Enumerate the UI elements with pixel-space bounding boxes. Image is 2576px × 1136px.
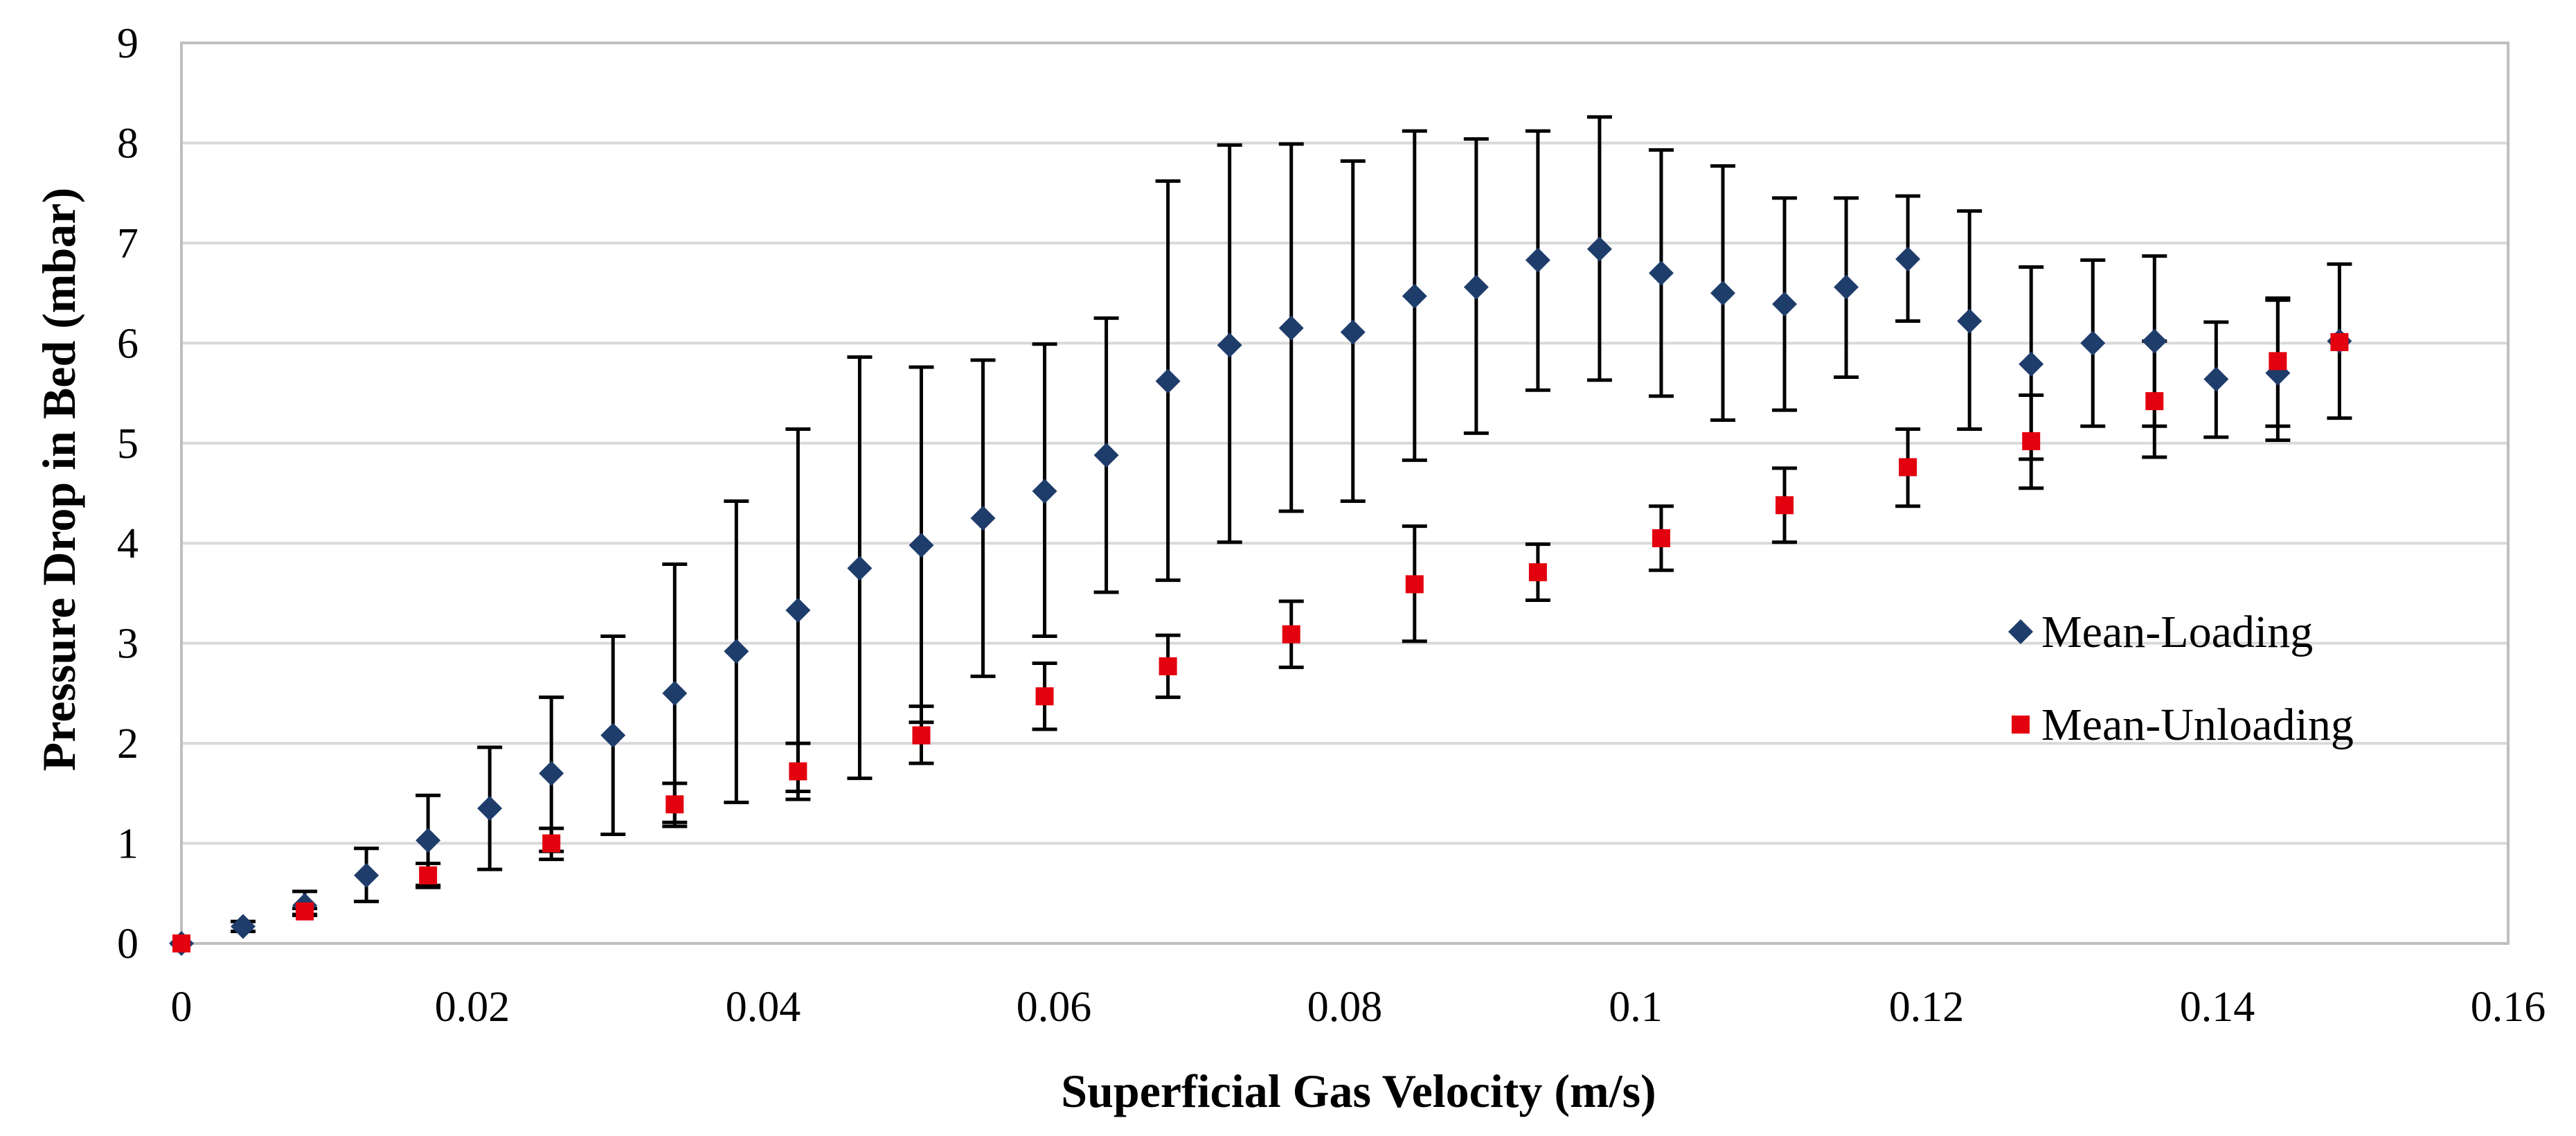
plot-area-border	[180, 42, 2510, 945]
y-tick-label: 2	[117, 720, 138, 767]
x-tick-label: 0.12	[1889, 984, 1965, 1031]
mean-unloading-point	[665, 795, 684, 814]
mean-loading-point	[785, 598, 811, 623]
x-tick-label: 0.14	[2180, 984, 2255, 1031]
mean-loading-point	[1155, 369, 1181, 394]
legend-marker-mean-loading	[2008, 619, 2033, 644]
mean-unloading-point	[1652, 529, 1670, 547]
mean-unloading-point	[1899, 458, 1917, 477]
mean-loading-point	[354, 862, 379, 888]
x-tick-label: 0.08	[1307, 984, 1383, 1031]
x-tick-label: 0.06	[1017, 984, 1092, 1031]
mean-loading-point	[1772, 292, 1798, 317]
mean-loading-point	[2203, 366, 2229, 392]
mean-loading-point	[477, 796, 503, 821]
mean-unloading-point	[1159, 657, 1177, 675]
mean-loading-point	[1463, 274, 1489, 300]
mean-unloading-point	[1776, 496, 1794, 515]
mean-loading-point	[1895, 247, 1921, 272]
x-tick-label: 0.16	[2471, 984, 2546, 1031]
mean-loading-point	[2019, 351, 2044, 377]
mean-unloading-point	[172, 934, 190, 952]
mean-loading-point	[909, 533, 934, 558]
mean-unloading-point	[2330, 332, 2349, 351]
y-tick-label: 4	[117, 520, 138, 567]
y-tick-label: 0	[117, 921, 138, 968]
mean-unloading-point	[2269, 352, 2287, 371]
mean-loading-point	[415, 828, 441, 853]
y-tick-label: 9	[117, 20, 138, 67]
x-tick-label: 0.04	[726, 984, 801, 1031]
x-axis-title: Superficial Gas Velocity (m/s)	[1061, 1065, 1656, 1117]
legend-entry-mean-unloading: Mean-Unloading	[2012, 700, 2354, 750]
gridlines	[181, 141, 2508, 845]
mean-unloading-point	[1405, 575, 1424, 594]
mean-unloading-point	[296, 902, 314, 921]
y-tick-label: 6	[117, 320, 138, 367]
mean-loading-point	[1834, 274, 1859, 300]
mean-unloading-point	[2145, 392, 2164, 411]
mean-loading-point	[970, 506, 996, 531]
mean-unloading-point	[789, 762, 807, 781]
mean-loading-point	[1586, 236, 1612, 262]
mean-unloading-point	[2022, 432, 2041, 450]
y-axis-tick-labels: 0 1 2 3 4 5 6 7 8 9	[117, 20, 138, 968]
y-tick-label: 3	[117, 621, 138, 668]
y-axis-title: Pressure Drop in Bed (mbar)	[33, 188, 85, 771]
mean-loading-point	[1710, 281, 1735, 306]
mean-loading-point	[231, 914, 256, 939]
legend-label-mean-unloading: Mean-Unloading	[2041, 700, 2354, 750]
x-tick-label: 0.1	[1609, 984, 1663, 1031]
y-tick-label: 7	[117, 220, 138, 267]
data-markers	[169, 236, 2352, 956]
mean-loading-point	[662, 680, 688, 706]
mean-unloading-point	[419, 866, 438, 885]
legend-entry-mean-loading: Mean-Loading	[2008, 607, 2313, 657]
mean-unloading-point	[1528, 563, 1547, 582]
mean-unloading-point	[1282, 625, 1300, 644]
mean-loading-point	[1957, 308, 1983, 334]
y-tick-label: 5	[117, 420, 138, 468]
mean-loading-point	[2080, 330, 2106, 356]
mean-loading-point	[1217, 332, 1242, 358]
mean-loading-point	[539, 761, 564, 786]
y-tick-label: 8	[117, 120, 138, 167]
mean-loading-point	[600, 722, 626, 748]
x-tick-label: 0.02	[435, 984, 510, 1031]
mean-loading-point	[724, 639, 749, 664]
mean-loading-point	[1093, 443, 1119, 468]
mean-unloading-point	[542, 834, 561, 853]
mean-loading-point	[1525, 247, 1550, 273]
mean-loading-point	[1340, 319, 1366, 345]
mean-loading-point	[1278, 315, 1304, 341]
mean-loading-point	[1648, 260, 1674, 286]
legend-label-mean-loading: Mean-Loading	[2041, 607, 2313, 657]
legend-marker-mean-unloading	[2012, 716, 2030, 734]
x-axis-tick-labels: 0 0.02 0.04 0.06 0.08 0.1 0.12 0.14 0.16	[171, 984, 2546, 1031]
mean-unloading-point	[912, 726, 931, 745]
legend: Mean-Loading Mean-Unloading	[2008, 607, 2354, 750]
y-tick-label: 1	[117, 821, 138, 868]
mean-loading-point	[1032, 479, 1057, 504]
x-tick-label: 0	[171, 984, 193, 1031]
mean-loading-point	[2142, 328, 2167, 354]
mean-unloading-point	[1035, 687, 1054, 706]
mean-loading-point	[1402, 283, 1427, 309]
mean-loading-point	[847, 556, 873, 581]
